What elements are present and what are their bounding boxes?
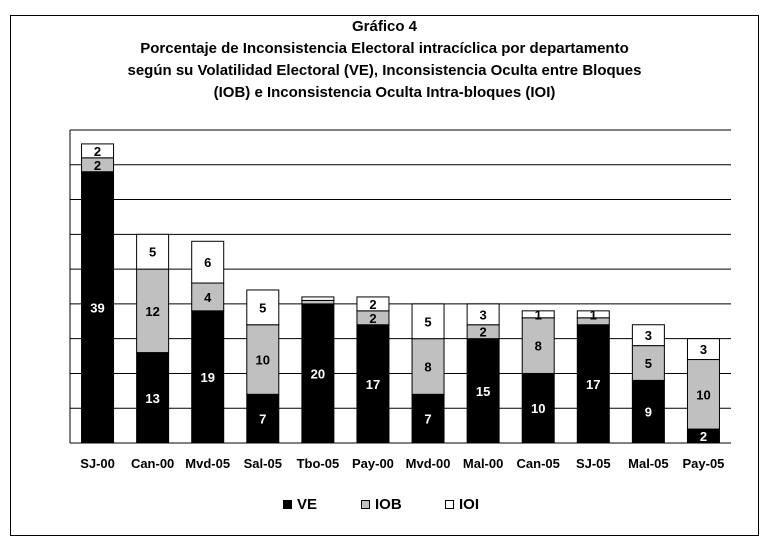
bar-ioi-can-00 xyxy=(136,233,170,270)
bar-ioi-mvd-05 xyxy=(191,240,225,284)
data-label-ve-mvd-05: 19 xyxy=(200,370,214,385)
data-label-ve-pay-05: 2 xyxy=(700,429,707,444)
data-label-ioi-sj-00: 2 xyxy=(94,144,101,159)
data-label-iob-mvd-00: 8 xyxy=(424,359,431,374)
title-line-2: Porcentaje de Inconsistencia Electoral i… xyxy=(140,40,629,57)
legend-label-ve: VE xyxy=(297,496,318,513)
x-tick-label-mal-00: Mal-00 xyxy=(463,456,503,471)
bar-ioi-pay-00 xyxy=(356,296,390,312)
x-tick-label-pay-00: Pay-00 xyxy=(352,456,394,471)
data-label-ioi-sj-05: 1 xyxy=(590,307,597,322)
data-label-ve-sal-05: 7 xyxy=(259,412,266,427)
legend-swatch-ioi xyxy=(445,500,454,509)
data-label-ve-mal-05: 9 xyxy=(645,405,652,420)
bar-iob-sal-05 xyxy=(246,324,280,395)
data-label-ioi-sal-05: 5 xyxy=(259,300,266,315)
legend-label-iob: IOB xyxy=(375,496,402,513)
data-label-iob-can-00: 12 xyxy=(145,304,159,319)
legend-item-ioi: IOI xyxy=(445,496,479,513)
bar-iob-mvd-00 xyxy=(411,338,445,395)
legend-item-ve: VE xyxy=(283,496,317,513)
chart-legend: VE IOB IOI xyxy=(0,496,769,516)
data-label-ve-can-00: 13 xyxy=(145,391,159,406)
data-label-iob-mvd-05: 4 xyxy=(204,290,212,305)
data-label-iob-pay-05: 10 xyxy=(696,387,710,402)
data-label-iob-mal-05: 5 xyxy=(645,356,652,371)
x-tick-label-sj-00: SJ-00 xyxy=(80,456,115,471)
bar-ve-mvd-00 xyxy=(411,393,445,444)
title-line-1: Gráfico 4 xyxy=(351,18,418,35)
bar-ioi-pay-05 xyxy=(686,338,720,361)
bar-iob-can-00 xyxy=(136,268,170,354)
legend-swatch-ve xyxy=(283,500,292,509)
data-label-ioi-mvd-00: 5 xyxy=(424,314,431,329)
bar-ioi-sal-05 xyxy=(246,289,280,326)
data-label-ve-mal-00: 15 xyxy=(476,384,490,399)
legend-item-iob: IOB xyxy=(361,496,402,513)
x-tick-label-sj-05: SJ-05 xyxy=(576,456,611,471)
data-label-ioi-pay-00: 2 xyxy=(369,297,376,312)
bar-iob-pay-05 xyxy=(686,359,720,430)
bar-ioi-mvd-00 xyxy=(411,303,445,340)
bar-ioi-tbo-05 xyxy=(301,296,335,301)
data-label-iob-can-05: 8 xyxy=(535,339,542,354)
data-label-ioi-mal-05: 3 xyxy=(645,328,652,343)
data-label-iob-pay-00: 2 xyxy=(369,311,376,326)
data-label-ve-pay-00: 17 xyxy=(366,377,380,392)
data-label-ve-tbo-05: 20 xyxy=(311,366,325,381)
bar-ioi-sj-05 xyxy=(576,310,610,319)
x-tick-label-mal-05: Mal-05 xyxy=(628,456,668,471)
chart-title: Gráfico 4 Porcentaje de Inconsistencia E… xyxy=(0,16,769,104)
data-label-ve-sj-00: 39 xyxy=(90,300,104,315)
data-label-iob-sal-05: 10 xyxy=(256,353,270,368)
bar-ve-mal-05 xyxy=(631,379,665,444)
bar-ioi-sj-00 xyxy=(81,143,115,159)
x-tick-label-pay-05: Pay-05 xyxy=(682,456,724,471)
x-tick-label-sal-05: Sal-05 xyxy=(244,456,282,471)
bar-ioi-mal-05 xyxy=(631,324,665,347)
data-label-ioi-pay-05: 3 xyxy=(700,342,707,357)
bar-ioi-mal-00 xyxy=(466,303,500,326)
bar-ve-mvd-05 xyxy=(191,310,225,444)
title-line-4: (IOB) e Inconsistencia Oculta Intra-bloq… xyxy=(213,84,556,101)
data-label-iob-mal-00: 2 xyxy=(480,325,487,340)
x-tick-label-can-00: Can-00 xyxy=(131,456,174,471)
x-tick-label-mvd-00: Mvd-00 xyxy=(406,456,451,471)
bar-ve-sj-05 xyxy=(576,324,610,444)
chart-frame xyxy=(10,15,759,536)
data-label-iob-sj-00: 2 xyxy=(94,158,101,173)
x-tick-label-can-05: Can-05 xyxy=(517,456,560,471)
data-label-ioi-can-05: 1 xyxy=(535,307,542,322)
bar-ve-mal-00 xyxy=(466,338,500,444)
bar-ve-can-05 xyxy=(521,372,555,444)
data-label-ve-can-05: 10 xyxy=(531,401,545,416)
data-label-ioi-can-00: 5 xyxy=(149,245,156,260)
data-label-ve-sj-05: 17 xyxy=(586,377,600,392)
legend-swatch-iob xyxy=(361,500,370,509)
x-tick-label-tbo-05: Tbo-05 xyxy=(297,456,340,471)
bar-ioi-can-05 xyxy=(521,310,555,319)
legend-label-ioi: IOI xyxy=(459,496,480,513)
data-label-ioi-mvd-05: 6 xyxy=(204,255,211,270)
data-label-ioi-mal-00: 3 xyxy=(480,307,487,322)
data-label-ve-mvd-00: 7 xyxy=(424,412,431,427)
title-line-3: según su Volatilidad Electoral (VE), Inc… xyxy=(127,62,642,79)
x-tick-label-mvd-05: Mvd-05 xyxy=(185,456,230,471)
bar-iob-tbo-05 xyxy=(301,299,335,305)
